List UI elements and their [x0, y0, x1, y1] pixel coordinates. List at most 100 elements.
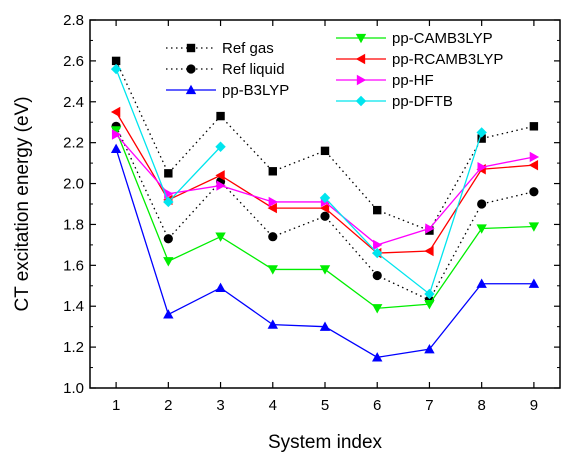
legend-entry: pp-HF [336, 72, 434, 89]
y-tick-label: 2.4 [63, 94, 84, 111]
data-point [320, 211, 330, 221]
data-point [110, 106, 121, 118]
legend-label: pp-HF [392, 72, 434, 89]
data-point [319, 321, 331, 331]
data-point [215, 232, 226, 242]
legend: Ref gas Ref liquid pp-B3LYP pp-CAMB3LYP pp-R… [166, 30, 503, 110]
legend-marker [355, 33, 367, 44]
data-point [372, 352, 383, 362]
data-point [528, 278, 540, 288]
legend-entry: pp-RCAMB3LYP [336, 51, 503, 68]
data-point [110, 63, 122, 75]
data-point [476, 127, 487, 138]
legend-entry: pp-CAMB3LYP [336, 30, 493, 47]
y-tick-label: 1.2 [63, 339, 84, 356]
data-point [477, 134, 486, 143]
legend-label: Ref liquid [222, 61, 285, 78]
data-point [111, 56, 121, 66]
data-point [529, 187, 539, 197]
series-line [115, 60, 535, 232]
legend-entry: pp-B3LYP [166, 82, 289, 99]
data-point [110, 143, 122, 153]
y-tick-label: 2.2 [63, 135, 84, 152]
data-point [477, 199, 487, 209]
data-point [477, 162, 487, 173]
data-point [268, 232, 278, 242]
x-tick-label: 1 [112, 397, 120, 414]
series-layer [110, 56, 540, 362]
legend-label: pp-B3LYP [222, 82, 289, 99]
data-point [268, 196, 278, 208]
data-point [267, 319, 278, 329]
x-tick-label: 3 [216, 397, 224, 414]
legend-marker [355, 95, 367, 107]
data-point [164, 169, 173, 178]
data-point [163, 196, 174, 208]
data-point [163, 234, 173, 244]
data-point [268, 167, 277, 176]
legend-label: Ref gas [222, 40, 274, 57]
legend-marker [185, 84, 197, 95]
data-point [215, 282, 226, 292]
y-axis-title: CT excitation energy (eV) [12, 96, 33, 311]
x-tick-label: 9 [530, 397, 538, 414]
data-point [372, 247, 383, 259]
y-tick-label: 1.0 [63, 380, 84, 397]
data-point [319, 192, 331, 204]
legend-marker [356, 74, 367, 86]
data-point [215, 141, 226, 152]
series-4 [110, 106, 539, 259]
data-point [373, 239, 383, 251]
y-tick-label: 2.8 [63, 12, 84, 29]
y-tick-label: 1.8 [63, 216, 84, 233]
data-point [110, 126, 122, 136]
x-tick-label: 2 [164, 397, 172, 414]
x-tick-label: 6 [373, 397, 381, 414]
data-point [372, 270, 382, 281]
data-point [476, 278, 487, 288]
legend-label: pp-RCAMB3LYP [392, 51, 503, 68]
data-point [111, 129, 122, 140]
data-point [424, 343, 435, 354]
legend-label: pp-DFTB [392, 93, 453, 110]
y-tick-label: 2.0 [63, 176, 84, 193]
data-point [424, 245, 434, 257]
data-point [163, 257, 174, 267]
data-point [373, 205, 382, 215]
data-point [476, 224, 487, 234]
data-point [372, 304, 383, 314]
legend-label: pp-CAMB3LYP [392, 30, 493, 47]
legend-entry: Ref gas [166, 40, 274, 57]
data-point [163, 309, 174, 319]
x-tick-label: 5 [321, 397, 329, 414]
data-point [528, 159, 539, 171]
axis-tick-labels: 1 2 3 4 5 6 7 8 9 1.0 1.2 1.4 1.6 1.8 2.0 2.2 2.4 2.6 2.8 [63, 12, 538, 414]
data-point [529, 151, 540, 163]
legend-entry: Ref liquid [166, 61, 285, 78]
data-point [425, 223, 435, 234]
series-6 [110, 63, 487, 300]
axis-ticks [90, 19, 560, 389]
y-tick-label: 1.4 [63, 298, 84, 315]
data-point [215, 170, 225, 181]
data-point [319, 265, 331, 275]
x-tick-label: 8 [477, 397, 485, 414]
data-point [216, 180, 226, 191]
y-tick-label: 1.6 [63, 257, 84, 274]
y-tick-label: 2.6 [63, 53, 84, 70]
series-line [324, 132, 483, 296]
x-tick-label: 7 [425, 397, 433, 414]
data-point [529, 122, 539, 131]
legend-marker [355, 53, 366, 65]
series-line [115, 111, 534, 254]
data-point [320, 146, 330, 156]
x-tick-label: 4 [269, 397, 277, 414]
x-axis-title: System index [268, 432, 383, 453]
data-point [267, 265, 278, 275]
data-point [319, 202, 330, 214]
legend-entry: pp-DFTB [336, 93, 453, 110]
data-point [424, 300, 435, 310]
legend-marker [186, 64, 196, 74]
series-2 [110, 143, 540, 362]
data-point [267, 202, 277, 214]
